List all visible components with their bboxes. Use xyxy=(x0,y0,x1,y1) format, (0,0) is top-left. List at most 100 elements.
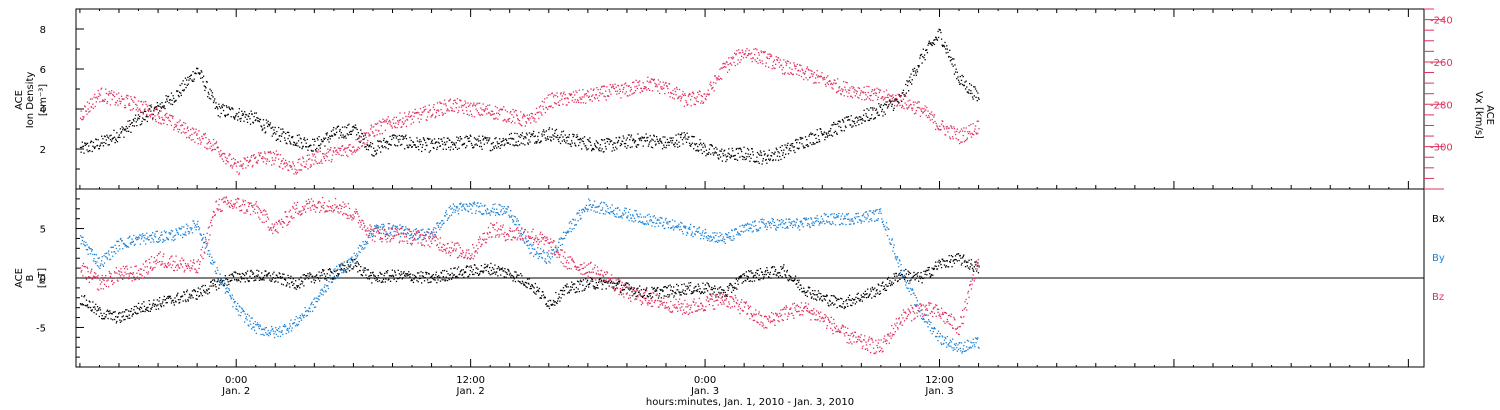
bx-series-point xyxy=(884,287,886,289)
vx-series-point xyxy=(814,81,816,84)
bx-series-point xyxy=(739,275,742,277)
vx-series-point xyxy=(922,112,924,114)
vx-series-point xyxy=(766,57,769,59)
ion-density-series-point xyxy=(263,127,266,129)
vx-series-point xyxy=(672,89,674,92)
bx-series-point xyxy=(842,303,844,305)
vx-series-point xyxy=(799,64,801,66)
bx-series-point xyxy=(415,277,417,279)
ion-density-series-point xyxy=(887,105,889,108)
bx-series-point xyxy=(710,293,712,295)
bx-series-point xyxy=(583,289,586,291)
bx-series-point xyxy=(370,274,372,277)
bx-series-point xyxy=(548,305,550,307)
bx-series-point xyxy=(113,318,116,321)
bx-series-point xyxy=(946,260,948,262)
by-series-point xyxy=(108,250,110,252)
ion-density-series-point xyxy=(462,144,464,146)
ion-density-series-point xyxy=(729,156,731,158)
ion-density-series-point xyxy=(861,118,863,120)
ion-density-series-point xyxy=(762,158,764,160)
ion-density-series-point xyxy=(952,58,954,60)
bx-series-point xyxy=(754,274,756,276)
vx-series-point xyxy=(594,98,596,100)
bx-series-point xyxy=(884,289,886,291)
ion-density-series-point xyxy=(622,135,624,137)
ion-density-series-point xyxy=(902,92,904,94)
ion-density-series-point xyxy=(910,73,912,75)
by-series-point xyxy=(85,249,88,251)
ion-density-series-point xyxy=(725,156,728,158)
vx-series-point xyxy=(586,95,588,97)
bx-series-point xyxy=(160,306,163,308)
vx-series-point xyxy=(697,91,699,94)
vx-series-point xyxy=(126,94,128,96)
vx-series-point xyxy=(340,154,342,157)
bx-series-point xyxy=(293,283,295,285)
vx-series-point xyxy=(164,114,166,117)
vx-series-point xyxy=(630,86,632,89)
ion-density-series-point xyxy=(540,140,542,142)
ion-density-series-point xyxy=(238,111,240,114)
bx-series-point xyxy=(915,273,917,276)
vx-series-point xyxy=(765,65,767,67)
bx-series-point xyxy=(544,296,546,298)
ion-density-series-point xyxy=(968,89,970,91)
vx-series-point xyxy=(960,141,962,143)
ion-density-series-point xyxy=(629,146,631,149)
bx-series-point xyxy=(969,266,971,268)
ion-density-series-point xyxy=(180,92,182,94)
vx-series-point xyxy=(718,75,720,77)
vx-series-point xyxy=(554,102,556,104)
ion-density-series-point xyxy=(936,39,939,41)
vx-series-point xyxy=(109,104,112,106)
ion-density-series-point xyxy=(593,148,595,151)
ion-density-series-point xyxy=(647,136,649,139)
vx-series-point xyxy=(906,108,909,110)
bx-series-point xyxy=(576,280,579,282)
ion-density-series-point xyxy=(605,145,607,148)
vx-series-point xyxy=(632,92,634,94)
bx-series-point xyxy=(591,278,593,281)
vx-series-point xyxy=(251,166,253,168)
vx-series-point xyxy=(744,52,746,55)
bx-series-point xyxy=(204,291,206,293)
vx-series-point xyxy=(841,90,844,92)
vx-series-point xyxy=(364,143,366,145)
vx-series-point xyxy=(519,123,521,125)
vx-series-point xyxy=(634,90,637,92)
ion-density-series-point xyxy=(658,142,660,145)
bx-series-point xyxy=(704,291,706,293)
ion-density-series-point xyxy=(101,142,103,144)
vx-series-point xyxy=(88,102,90,105)
bx-series-point xyxy=(710,288,712,291)
vx-series-point xyxy=(139,108,141,110)
vx-series-point xyxy=(975,132,977,134)
vx-series-point xyxy=(877,98,879,101)
ion-density-series-point xyxy=(281,133,283,135)
ion-density-series-point xyxy=(725,160,727,163)
bx-series-point xyxy=(382,281,384,283)
ion-density-series-point xyxy=(363,138,365,140)
vx-series-point xyxy=(474,105,477,107)
vx-series-point xyxy=(341,144,344,147)
bx-series-point xyxy=(531,284,533,286)
vx-series-point xyxy=(854,88,856,91)
vx-series-point xyxy=(277,153,279,155)
bx-series-point xyxy=(875,293,877,295)
bx-series-point xyxy=(824,299,827,301)
vx-series-point xyxy=(707,93,709,95)
ion-density-series-point xyxy=(680,134,682,136)
vx-series-point xyxy=(791,68,793,70)
bx-series-point xyxy=(233,271,235,273)
ion-density-series-point xyxy=(181,89,184,91)
vx-series-point xyxy=(603,95,605,97)
vx-series-point xyxy=(542,105,544,108)
bx-series-point xyxy=(356,265,358,268)
vx-series-point xyxy=(192,139,194,141)
ion-density-series-point xyxy=(133,125,136,127)
vx-series-point xyxy=(683,105,685,107)
bx-series-point xyxy=(978,265,980,267)
bx-series-point xyxy=(939,262,941,264)
ion-density-series-point xyxy=(841,130,843,132)
